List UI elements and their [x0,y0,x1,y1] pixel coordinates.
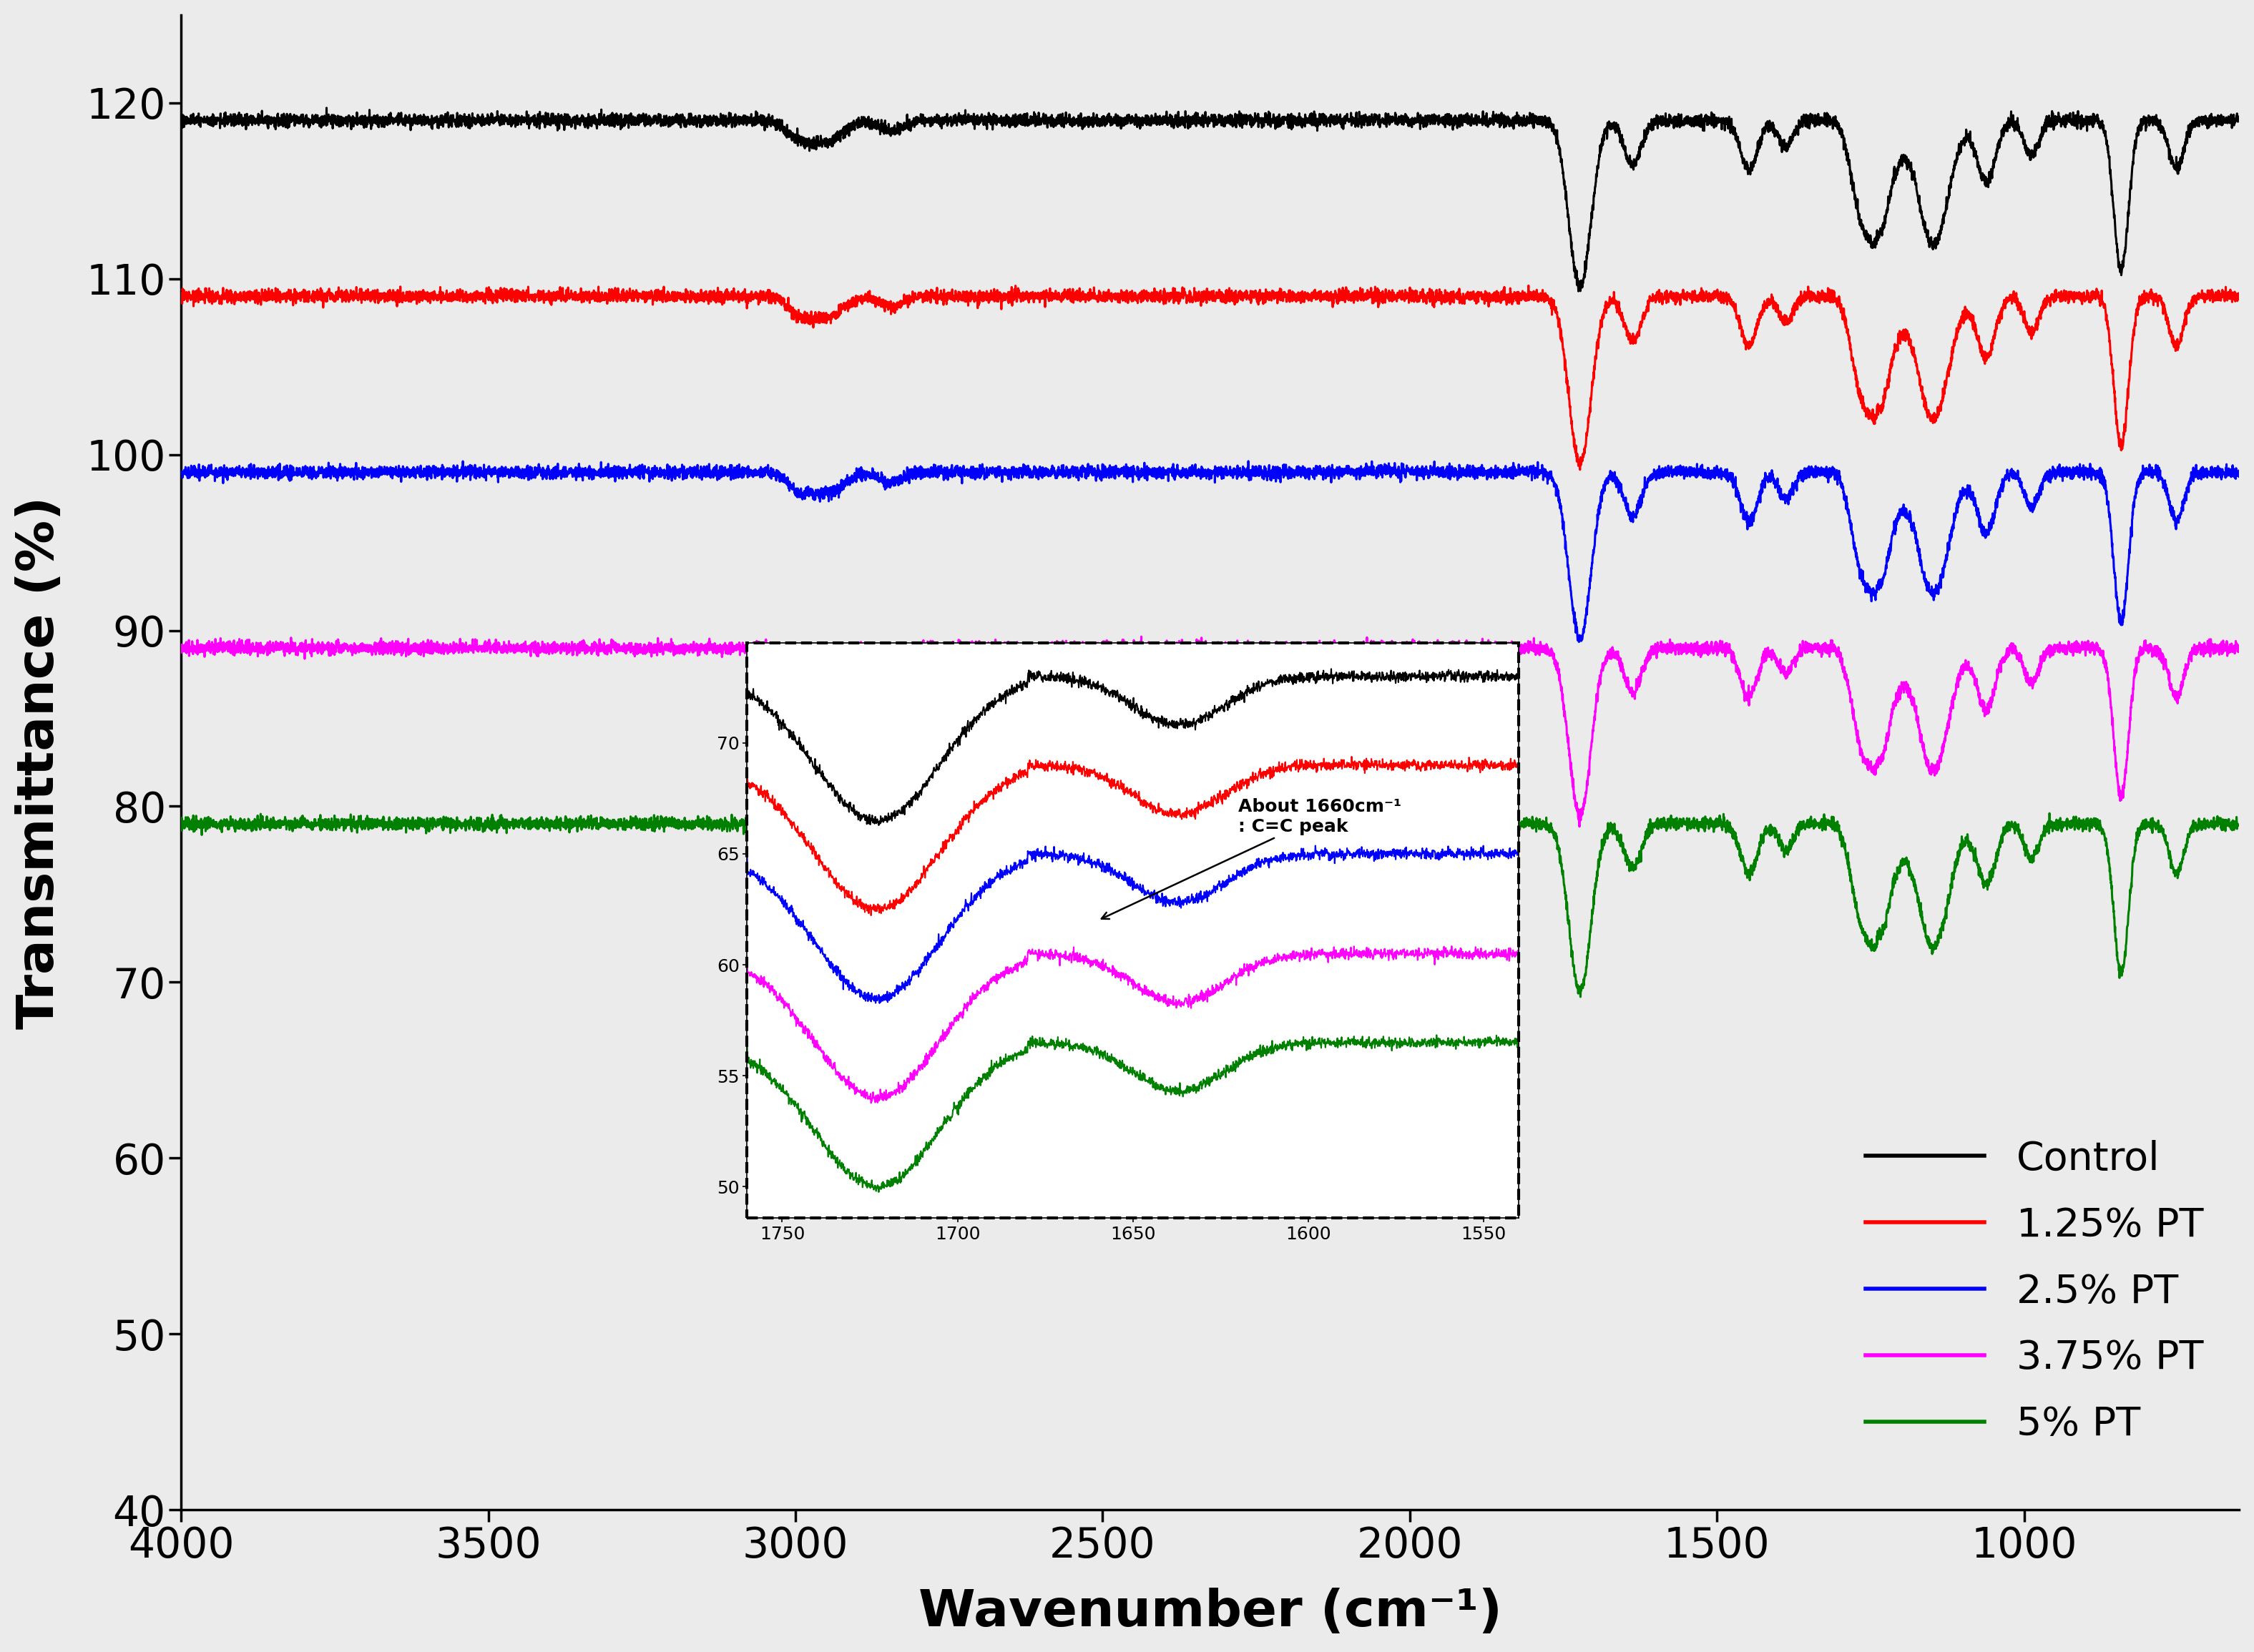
2.5% PT [1567,633,1594,653]
2.5% PT [913,464,940,484]
5% PT [270,809,298,829]
Line: 3.75% PT: 3.75% PT [180,636,2238,826]
1.25% PT [913,281,940,301]
1.25% PT [2225,286,2252,306]
5% PT [2035,803,2062,823]
1.25% PT [1515,276,1542,296]
1.25% PT [1567,459,1594,479]
2.5% PT [1803,459,1830,479]
2.5% PT [1235,451,1262,471]
Line: Control: Control [180,107,2238,291]
5% PT [167,816,194,836]
5% PT [1474,809,1501,829]
Control [270,109,298,129]
1.25% PT [167,286,194,306]
2.5% PT [2225,468,2252,487]
1.25% PT [270,286,298,306]
Y-axis label: Transmittance (%): Transmittance (%) [16,496,65,1029]
Legend: Control, 1.25% PT, 2.5% PT, 3.75% PT, 5% PT: Control, 1.25% PT, 2.5% PT, 3.75% PT, 5%… [1848,1123,2220,1460]
5% PT [1803,814,1830,834]
Line: 2.5% PT: 2.5% PT [180,461,2238,643]
1.25% PT [1803,287,1830,307]
2.5% PT [1693,463,1720,482]
Control [2225,107,2252,127]
5% PT [913,816,940,836]
3.75% PT [1386,639,1413,659]
2.5% PT [1476,461,1503,481]
1.25% PT [1386,287,1413,307]
Control [313,97,340,117]
Line: 1.25% PT: 1.25% PT [180,286,2238,469]
3.75% PT [1127,626,1154,646]
3.75% PT [1693,644,1720,664]
Control [1386,112,1413,132]
X-axis label: Wavenumber (cm⁻¹): Wavenumber (cm⁻¹) [917,1588,1501,1637]
5% PT [2225,816,2252,836]
Control [1803,107,1830,127]
Line: 5% PT: 5% PT [180,813,2238,996]
3.75% PT [1476,641,1503,661]
5% PT [1693,811,1720,831]
3.75% PT [1803,638,1830,657]
5% PT [1567,986,1594,1006]
3.75% PT [2225,636,2252,656]
3.75% PT [913,636,940,656]
2.5% PT [1386,468,1413,487]
3.75% PT [167,638,194,657]
1.25% PT [1474,297,1501,317]
Control [1476,112,1503,132]
3.75% PT [1567,816,1594,836]
Control [1693,114,1720,134]
2.5% PT [167,463,194,482]
3.75% PT [270,646,298,666]
Control [1564,281,1591,301]
Control [913,109,940,129]
5% PT [1386,811,1413,831]
2.5% PT [270,458,298,477]
Control [167,106,194,126]
1.25% PT [1693,286,1720,306]
